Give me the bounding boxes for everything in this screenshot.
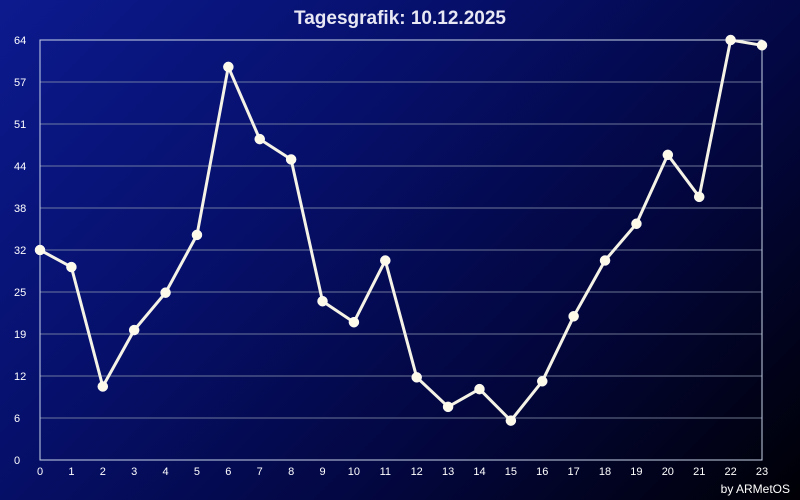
data-point bbox=[380, 255, 391, 266]
x-tick-label: 19 bbox=[630, 466, 642, 478]
y-tick-label: 12 bbox=[14, 371, 26, 383]
x-tick-label: 18 bbox=[599, 466, 611, 478]
x-tick-label: 9 bbox=[319, 466, 325, 478]
data-point bbox=[631, 218, 642, 229]
x-tick-label: 23 bbox=[756, 466, 768, 478]
y-tick-label: 6 bbox=[14, 413, 20, 425]
y-tick-label: 51 bbox=[14, 119, 26, 131]
x-tick-label: 6 bbox=[225, 466, 231, 478]
data-point bbox=[66, 261, 77, 273]
x-tick-label: 13 bbox=[442, 466, 454, 478]
data-point bbox=[97, 381, 109, 392]
x-tick-label: 22 bbox=[724, 466, 736, 478]
data-point bbox=[160, 287, 171, 298]
data-point bbox=[599, 255, 611, 266]
data-point bbox=[128, 324, 140, 336]
x-tick-label: 17 bbox=[568, 466, 580, 478]
data-point bbox=[317, 295, 328, 307]
x-tick-label: 0 bbox=[37, 466, 43, 478]
x-tick-label: 1 bbox=[68, 466, 74, 478]
y-tick-label: 38 bbox=[14, 203, 26, 215]
data-point bbox=[411, 372, 422, 383]
data-point bbox=[191, 229, 203, 241]
x-tick-label: 15 bbox=[505, 466, 517, 478]
grid-lines bbox=[40, 81, 762, 419]
series-line bbox=[38, 38, 764, 423]
x-tick-label: 11 bbox=[380, 466, 391, 478]
data-point bbox=[223, 61, 234, 73]
credit-text: by ARMetOS bbox=[721, 482, 790, 496]
x-tick-label: 5 bbox=[194, 466, 200, 478]
data-point bbox=[442, 401, 454, 413]
data-point bbox=[254, 133, 265, 145]
data-point bbox=[348, 316, 360, 328]
x-tick-label: 12 bbox=[411, 466, 423, 478]
x-tick-label: 8 bbox=[288, 466, 294, 478]
x-tick-label: 16 bbox=[536, 466, 548, 478]
data-point bbox=[662, 149, 674, 161]
x-tick-label: 14 bbox=[473, 466, 485, 478]
y-tick-label: 19 bbox=[14, 329, 26, 341]
x-tick-label: 21 bbox=[693, 466, 705, 478]
y-tick-label: 25 bbox=[14, 287, 26, 299]
data-series bbox=[34, 34, 768, 426]
x-tick-label: 7 bbox=[257, 466, 263, 478]
data-point bbox=[693, 191, 705, 203]
data-point bbox=[505, 415, 517, 426]
x-tick-label: 2 bbox=[100, 466, 106, 478]
y-tick-label: 64 bbox=[14, 35, 26, 47]
y-tick-label: 44 bbox=[14, 161, 26, 173]
chart-title: Tagesgrafik: 10.12.2025 bbox=[294, 8, 506, 29]
data-point bbox=[537, 376, 548, 387]
y-axis-ticks: 0 6 12 19 25 32 38 44 51 57 64 bbox=[14, 35, 26, 467]
y-tick-label: 0 bbox=[14, 455, 20, 467]
x-tick-label: 3 bbox=[131, 466, 137, 478]
x-tick-label: 4 bbox=[163, 466, 169, 478]
y-tick-label: 57 bbox=[14, 77, 26, 89]
data-point bbox=[34, 244, 46, 256]
data-point bbox=[568, 311, 579, 322]
x-tick-label: 20 bbox=[662, 466, 674, 478]
x-axis-ticks: 0 1 2 3 4 5 6 7 8 9 10 11 12 13 14 15 16 17 18 19 20 21 22 23 bbox=[37, 466, 768, 478]
data-point bbox=[725, 34, 736, 46]
data-point bbox=[285, 154, 297, 165]
data-point bbox=[474, 383, 485, 395]
x-tick-label: 10 bbox=[348, 466, 360, 478]
y-tick-label: 32 bbox=[14, 245, 26, 257]
data-point bbox=[756, 40, 768, 51]
